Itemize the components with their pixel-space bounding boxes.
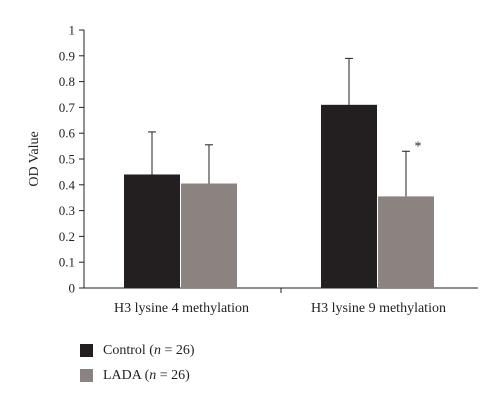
x-category-label: H3 lysine 9 methylation (311, 301, 446, 316)
y-tick-label: 1 (69, 23, 76, 38)
legend-swatch-lada (80, 369, 93, 382)
legend-label-control: Control (n = 26) (103, 342, 195, 358)
y-tick-label: 0.7 (59, 100, 76, 115)
legend-item-control: Control (n = 26) (80, 338, 195, 363)
legend-label-lada: LADA (n = 26) (103, 367, 190, 383)
significance-asterisk: * (415, 139, 422, 154)
y-tick-label: 0.9 (59, 48, 75, 63)
y-tick-label: 0.6 (59, 126, 76, 141)
y-tick-label: 0.3 (59, 203, 75, 218)
x-category-label: H3 lysine 4 methylation (114, 301, 249, 316)
y-tick-label: 0.1 (59, 255, 75, 270)
bar-control (124, 174, 180, 288)
legend-swatch-control (80, 344, 93, 357)
legend-item-lada: LADA (n = 26) (80, 363, 195, 388)
y-axis-title: OD Value (27, 131, 42, 186)
y-tick-label: 0.8 (59, 74, 75, 89)
y-tick-label: 0.5 (59, 152, 75, 167)
legend: Control (n = 26) LADA (n = 26) (80, 338, 195, 388)
y-tick-label: 0.4 (59, 177, 76, 192)
bar-control (321, 104, 377, 288)
bar-lada (378, 196, 434, 288)
bar-lada (181, 183, 237, 288)
y-tick-label: 0 (69, 281, 76, 296)
y-tick-label: 0.2 (59, 229, 75, 244)
